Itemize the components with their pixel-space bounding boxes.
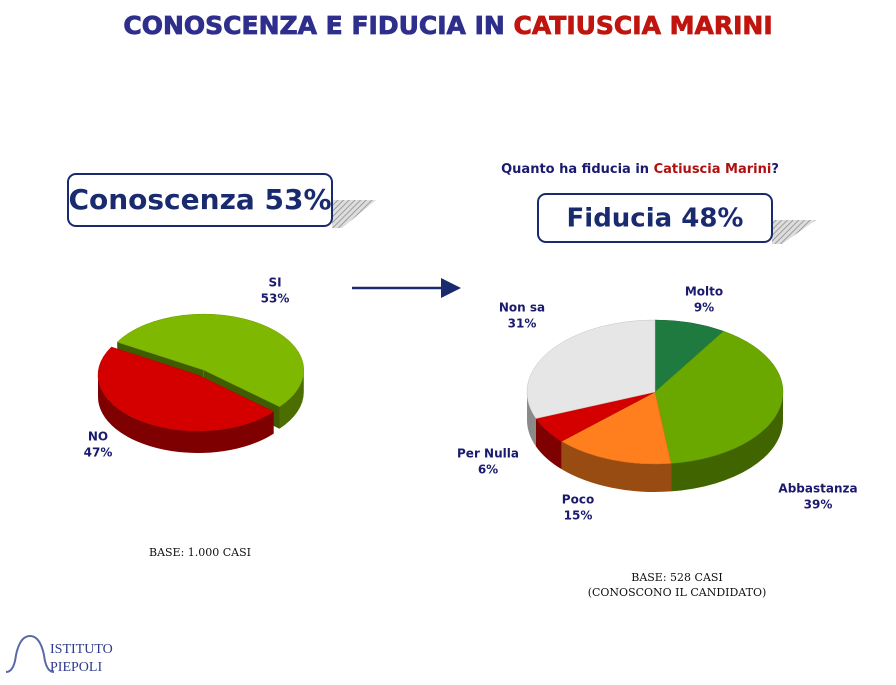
slice	[654, 330, 784, 464]
slice-category: SI	[268, 276, 281, 290]
box-shadow	[332, 200, 376, 228]
question-part: Quanto ha fiducia in	[501, 162, 653, 177]
question-part: Catiuscia Marini	[654, 162, 772, 177]
slice-value-label: 53%	[261, 292, 290, 306]
title-name: CATIUSCIA MARINI	[514, 11, 773, 40]
pie-chart: Conoscenza 53% SI 53% NO 47% BASE: 1.000 CASI	[67, 173, 376, 559]
slice-category: Per Nulla	[457, 447, 519, 461]
box-label: Fiducia 48%	[567, 204, 744, 234]
slice-value-label: 15%	[564, 509, 593, 523]
base-note: (CONOSCONO IL CANDIDATO)	[588, 586, 767, 599]
box-label: Conoscenza 53%	[68, 183, 331, 216]
logo: ISTITUTO PIEPOLI	[5, 634, 113, 675]
slice-side	[535, 418, 562, 470]
box	[537, 193, 773, 243]
slice-category: NO	[88, 430, 108, 444]
slice	[116, 313, 304, 407]
slice-value-label: 6%	[478, 463, 498, 477]
slide-title: CONOSCENZA E FIDUCIA IN CATIUSCIA MARINI	[123, 11, 772, 40]
slice-value-label: 47%	[84, 446, 113, 460]
logo-text: ISTITUTO	[50, 642, 113, 657]
logo-mark	[5, 634, 55, 673]
slice	[97, 346, 275, 432]
slice-value-label: 9%	[694, 301, 714, 315]
slice-side	[279, 370, 304, 429]
slice	[561, 391, 672, 465]
slice-side	[671, 392, 783, 492]
base-note: BASE: 1.000 CASI	[149, 546, 251, 559]
logo-text: PIEPOLI	[50, 660, 102, 675]
box-shadow	[772, 220, 816, 244]
title-part: CONOSCENZA E FIDUCIA IN	[123, 11, 513, 40]
slice-value-label: 31%	[508, 317, 537, 331]
slice-value-label: 39%	[804, 498, 833, 512]
pie-chart: Fiducia 48% Quanto ha fiducia in Catiusci…	[457, 162, 858, 600]
slice-side	[98, 375, 274, 454]
question: Quanto ha fiducia in Catiuscia Marini?	[501, 162, 779, 177]
base-note: BASE: 528 CASI	[631, 571, 723, 584]
slice-category: Molto	[685, 285, 723, 299]
slice-category: Non sa	[499, 301, 545, 315]
question-part: ?	[771, 162, 779, 177]
slice-category: Poco	[562, 493, 594, 507]
slice-category: Abbastanza	[778, 482, 857, 496]
slice	[526, 319, 656, 419]
box	[67, 173, 333, 227]
